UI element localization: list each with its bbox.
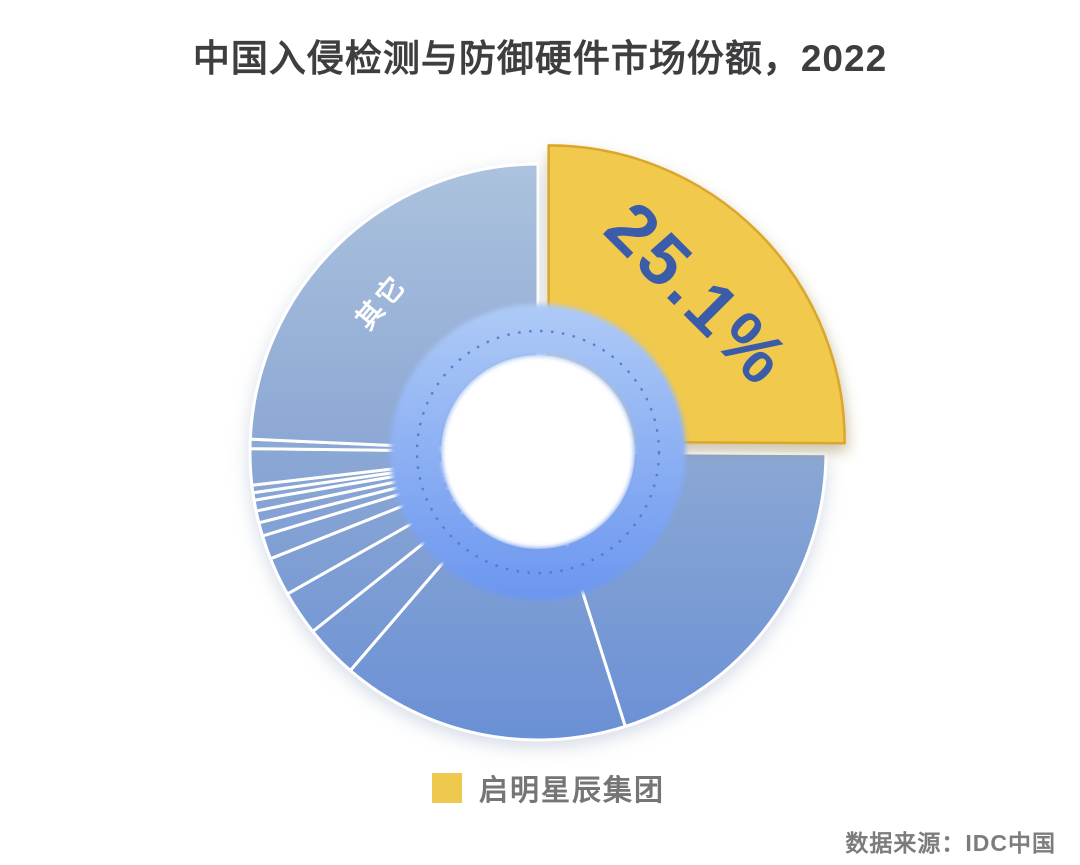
legend: 启明星辰集团 (432, 772, 665, 807)
data-source-note: 数据来源：IDC中国 (845, 830, 1056, 856)
ring-dotted-circle (415, 329, 661, 575)
donut-hole (441, 355, 635, 549)
legend-label: 启明星辰集团 (479, 775, 666, 807)
legend-swatch (432, 773, 462, 803)
chart-title: 中国入侵检测与防御硬件市场份额，2022 (192, 38, 888, 79)
